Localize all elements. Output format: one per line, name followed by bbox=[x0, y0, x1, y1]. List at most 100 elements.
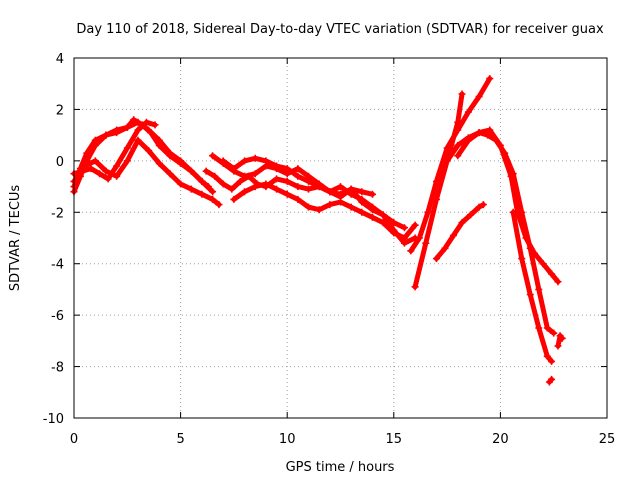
data-point bbox=[145, 147, 153, 155]
data-point bbox=[390, 229, 398, 237]
data-point bbox=[475, 129, 483, 137]
data-point bbox=[518, 255, 526, 263]
data-point bbox=[166, 170, 174, 178]
y-tick-label: 4 bbox=[56, 52, 64, 67]
data-point bbox=[294, 172, 302, 180]
data-point bbox=[554, 278, 562, 286]
data-point bbox=[379, 219, 387, 227]
data-point bbox=[211, 172, 219, 180]
data-point bbox=[454, 141, 462, 149]
x-axis-title: GPS time / hours bbox=[286, 460, 395, 475]
data-point bbox=[475, 93, 483, 101]
data-point bbox=[219, 157, 227, 165]
data-point bbox=[91, 157, 99, 165]
plot-frame bbox=[73, 57, 608, 419]
data-point bbox=[145, 126, 153, 134]
y-tick-label: -10 bbox=[43, 412, 64, 427]
data-point bbox=[204, 183, 212, 191]
data-point bbox=[326, 188, 334, 196]
data-point bbox=[368, 203, 376, 211]
chart-title: Day 110 of 2018, Sidereal Day-to-day VTE… bbox=[76, 22, 604, 37]
x-tick-label: 10 bbox=[279, 432, 296, 447]
data-point bbox=[230, 195, 238, 203]
data-point bbox=[209, 188, 217, 196]
data-point bbox=[236, 177, 244, 185]
data-point bbox=[102, 167, 110, 175]
axis-ticks bbox=[73, 57, 608, 419]
data-point bbox=[113, 172, 121, 180]
data-point bbox=[230, 165, 238, 173]
data-point bbox=[479, 201, 487, 209]
data-point bbox=[177, 180, 185, 188]
data-point bbox=[543, 352, 551, 360]
y-tick-label: 0 bbox=[56, 155, 64, 170]
data-point bbox=[155, 136, 163, 144]
series-track-7 bbox=[220, 155, 418, 246]
data-point bbox=[315, 183, 323, 191]
data-point bbox=[91, 136, 99, 144]
y-tick-label: -2 bbox=[51, 206, 64, 221]
data-point bbox=[79, 167, 87, 175]
data-point bbox=[535, 324, 543, 332]
data-point bbox=[326, 201, 334, 209]
x-tick-label: 25 bbox=[599, 432, 616, 447]
data-point bbox=[166, 149, 174, 157]
data-point bbox=[142, 118, 150, 126]
data-point bbox=[251, 183, 259, 191]
data-point bbox=[123, 144, 131, 152]
data-point bbox=[554, 342, 562, 350]
data-point bbox=[294, 195, 302, 203]
data-point bbox=[305, 185, 313, 193]
data-point bbox=[113, 162, 121, 170]
data-point bbox=[202, 167, 210, 175]
data-point bbox=[496, 141, 504, 149]
data-point bbox=[198, 190, 206, 198]
data-point bbox=[215, 201, 223, 209]
data-point bbox=[305, 203, 313, 211]
data-point bbox=[358, 208, 366, 216]
data-point bbox=[558, 334, 566, 342]
data-point bbox=[123, 123, 131, 131]
data-point bbox=[358, 195, 366, 203]
data-point bbox=[262, 157, 270, 165]
series-track-8 bbox=[231, 181, 418, 241]
data-point bbox=[449, 231, 457, 239]
data-point bbox=[241, 172, 249, 180]
data-point bbox=[187, 167, 195, 175]
data-point bbox=[379, 211, 387, 219]
data-point bbox=[464, 108, 472, 116]
data-point bbox=[432, 177, 440, 185]
series-track-10 bbox=[412, 91, 465, 290]
data-point bbox=[228, 185, 236, 193]
data-point bbox=[262, 180, 270, 188]
data-point bbox=[241, 188, 249, 196]
data-point bbox=[550, 329, 558, 337]
data-point bbox=[441, 244, 449, 252]
data-point bbox=[531, 249, 539, 257]
y-tick-label: -6 bbox=[51, 309, 64, 324]
series-track-1 bbox=[71, 117, 216, 195]
x-tick-label: 20 bbox=[492, 432, 509, 447]
data-point bbox=[454, 118, 462, 126]
data-point bbox=[424, 208, 432, 216]
data-point bbox=[454, 152, 462, 160]
data-point bbox=[241, 157, 249, 165]
data-point bbox=[273, 162, 281, 170]
data-point bbox=[209, 195, 217, 203]
data-point bbox=[422, 239, 430, 247]
data-point bbox=[134, 118, 142, 126]
data-point bbox=[134, 136, 142, 144]
data-point bbox=[400, 234, 408, 242]
data-point bbox=[294, 165, 302, 173]
data-point bbox=[198, 177, 206, 185]
data-point bbox=[415, 234, 423, 242]
x-tick-label: 15 bbox=[386, 432, 403, 447]
data-point bbox=[209, 152, 217, 160]
data-point bbox=[458, 219, 466, 227]
series-track-12 bbox=[433, 202, 486, 262]
data-point bbox=[411, 283, 419, 291]
data-point bbox=[358, 188, 366, 196]
y-tick-label: -4 bbox=[51, 258, 64, 273]
y-tick-label: 2 bbox=[56, 103, 64, 118]
